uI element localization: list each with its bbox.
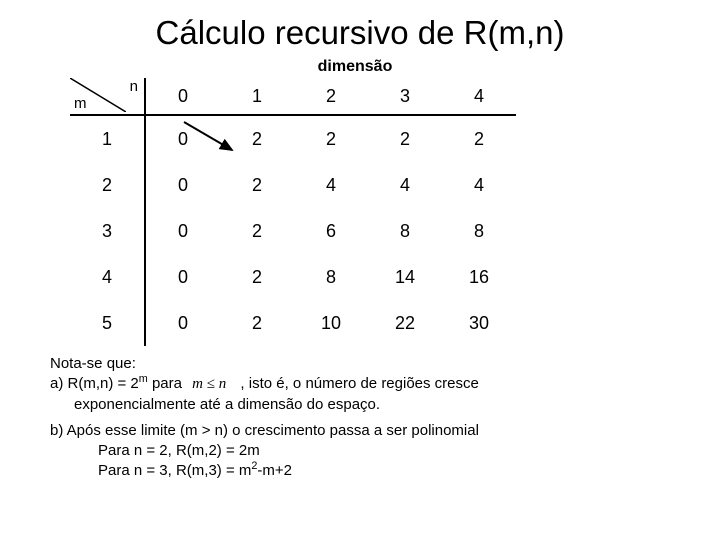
row-header: 4 — [70, 254, 145, 300]
row-header: 2 — [70, 162, 145, 208]
cell: 30 — [442, 300, 516, 346]
col-header: 0 — [145, 78, 220, 115]
cell: 0 — [145, 162, 220, 208]
cell: 10 — [294, 300, 368, 346]
table-header-row: m n 0 1 2 3 4 — [70, 78, 516, 115]
cell: 16 — [442, 254, 516, 300]
cell: 2 — [220, 208, 294, 254]
note-line: Nota-se que: — [50, 354, 670, 374]
text: a) R(m,n) = 2 — [50, 375, 139, 392]
math-mn: m ≤ n — [186, 374, 236, 394]
cell: 0 — [145, 254, 220, 300]
notes-block: Nota-se que: a) R(m,n) = 2m para m ≤ n ,… — [50, 354, 670, 482]
slide: Cálculo recursivo de R(m,n) dimensão m n… — [0, 0, 720, 540]
cell: 8 — [294, 254, 368, 300]
row-header: 1 — [70, 115, 145, 162]
m-label: m — [74, 95, 87, 112]
cell: 0 — [145, 115, 220, 162]
text: , isto é, o número de regiões cresce — [240, 375, 478, 392]
note-line: Para n = 2, R(m,2) = 2m — [98, 441, 670, 461]
table-row: 2 0 2 4 4 4 — [70, 162, 516, 208]
cell: 8 — [442, 208, 516, 254]
note-line-a: a) R(m,n) = 2m para m ≤ n , isto é, o nú… — [50, 374, 670, 394]
cell: 22 — [368, 300, 442, 346]
table-row: 3 0 2 6 8 8 — [70, 208, 516, 254]
table-row: 1 0 2 2 2 2 — [70, 115, 516, 162]
row-header: 3 — [70, 208, 145, 254]
cell: 2 — [220, 115, 294, 162]
cell: 6 — [294, 208, 368, 254]
table-row: 4 0 2 8 14 16 — [70, 254, 516, 300]
col-header: 3 — [368, 78, 442, 115]
cell: 2 — [220, 254, 294, 300]
rmn-table: m n 0 1 2 3 4 1 0 2 2 2 2 2 0 2 4 — [70, 78, 516, 346]
table-row: 5 0 2 10 22 30 — [70, 300, 516, 346]
cell: 2 — [220, 162, 294, 208]
cell: 2 — [368, 115, 442, 162]
row-header: 5 — [70, 300, 145, 346]
cell: 2 — [294, 115, 368, 162]
text: para — [148, 375, 182, 392]
col-header: 1 — [220, 78, 294, 115]
cell: 4 — [368, 162, 442, 208]
corner-cell: m n — [70, 78, 145, 115]
note-line: exponencialmente até a dimensão do espaç… — [74, 395, 670, 415]
dimension-label: dimensão — [160, 58, 550, 76]
col-header: 4 — [442, 78, 516, 115]
rmn-table-wrap: dimensão m n 0 1 2 3 4 1 0 2 — [70, 58, 550, 346]
cell: 0 — [145, 300, 220, 346]
cell: 0 — [145, 208, 220, 254]
sup: m — [139, 373, 148, 385]
cell: 2 — [442, 115, 516, 162]
cell: 4 — [294, 162, 368, 208]
cell: 4 — [442, 162, 516, 208]
col-header: 2 — [294, 78, 368, 115]
note-line: Para n = 3, R(m,3) = m2-m+2 — [98, 461, 670, 481]
n-label: n — [130, 78, 138, 95]
text: Para n = 3, R(m,3) = m — [98, 462, 251, 479]
cell: 8 — [368, 208, 442, 254]
note-line-b: b) Após esse limite (m > n) o cresciment… — [50, 421, 670, 441]
page-title: Cálculo recursivo de R(m,n) — [50, 14, 670, 52]
cell: 14 — [368, 254, 442, 300]
cell: 2 — [220, 300, 294, 346]
text: -m+2 — [257, 462, 292, 479]
